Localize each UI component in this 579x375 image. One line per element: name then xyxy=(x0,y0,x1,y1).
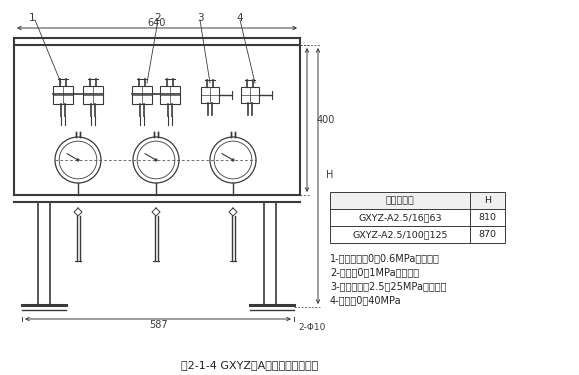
Text: 810: 810 xyxy=(478,213,497,222)
Text: 400: 400 xyxy=(317,115,335,125)
Text: 587: 587 xyxy=(149,320,167,330)
Bar xyxy=(132,86,152,104)
Bar xyxy=(83,86,103,104)
Text: 1-压力控制器0～0.6MPa（二个）: 1-压力控制器0～0.6MPa（二个） xyxy=(330,253,440,263)
Circle shape xyxy=(232,159,234,161)
Bar xyxy=(330,192,505,209)
Bar xyxy=(53,86,73,104)
Text: 870: 870 xyxy=(478,230,497,239)
Text: 稀油站规格: 稀油站规格 xyxy=(386,196,415,205)
Text: 3: 3 xyxy=(197,13,203,23)
Text: 640: 640 xyxy=(148,18,166,28)
Text: 1: 1 xyxy=(29,13,35,23)
Text: 2: 2 xyxy=(155,13,162,23)
Text: 2-压力表0～1MPa（二个）: 2-压力表0～1MPa（二个） xyxy=(330,267,419,277)
Bar xyxy=(241,87,259,103)
Text: GXYZ-A2.5/16～63: GXYZ-A2.5/16～63 xyxy=(358,213,442,222)
Text: 图2-1-4 GXYZ型A系列稀油站仪表盘: 图2-1-4 GXYZ型A系列稀油站仪表盘 xyxy=(181,360,318,370)
Circle shape xyxy=(155,159,157,161)
Text: GXYZ-A2.5/100～125: GXYZ-A2.5/100～125 xyxy=(352,230,448,239)
Bar xyxy=(330,209,505,226)
Bar xyxy=(201,87,219,103)
Bar xyxy=(330,226,505,243)
Text: 4-压力表0～40MPa: 4-压力表0～40MPa xyxy=(330,295,402,305)
Circle shape xyxy=(77,159,79,161)
Text: H: H xyxy=(484,196,491,205)
Text: 4: 4 xyxy=(237,13,243,23)
Text: 3-压力控制器2.5～25MPa（二个）: 3-压力控制器2.5～25MPa（二个） xyxy=(330,281,446,291)
Text: 2-Φ10: 2-Φ10 xyxy=(298,322,325,332)
Bar xyxy=(160,86,180,104)
Text: H: H xyxy=(326,170,334,180)
